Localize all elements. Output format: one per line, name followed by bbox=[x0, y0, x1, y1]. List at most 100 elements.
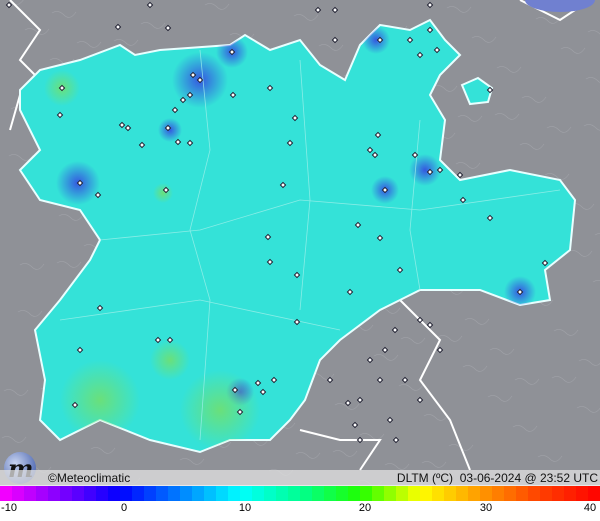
color-step bbox=[228, 486, 240, 501]
color-step bbox=[360, 486, 372, 501]
station-marker[interactable] bbox=[426, 26, 434, 34]
station-marker[interactable] bbox=[381, 186, 389, 194]
color-step bbox=[24, 486, 36, 501]
station-marker[interactable] bbox=[56, 111, 64, 119]
station-marker[interactable] bbox=[411, 151, 419, 159]
station-marker[interactable] bbox=[164, 124, 172, 132]
color-step bbox=[324, 486, 336, 501]
color-step bbox=[420, 486, 432, 501]
station-marker[interactable] bbox=[236, 408, 244, 416]
station-marker[interactable] bbox=[94, 191, 102, 199]
variable-label: DLTM (ºC) bbox=[396, 471, 454, 485]
station-marker[interactable] bbox=[354, 221, 362, 229]
station-marker[interactable] bbox=[162, 186, 170, 194]
station-marker[interactable] bbox=[179, 96, 187, 104]
station-marker[interactable] bbox=[541, 259, 549, 267]
station-marker[interactable] bbox=[376, 376, 384, 384]
station-marker[interactable] bbox=[401, 376, 409, 384]
station-marker[interactable] bbox=[186, 91, 194, 99]
color-step bbox=[144, 486, 156, 501]
station-marker[interactable] bbox=[71, 401, 79, 409]
station-marker[interactable] bbox=[228, 48, 236, 56]
station-marker[interactable] bbox=[293, 318, 301, 326]
station-marker[interactable] bbox=[166, 336, 174, 344]
color-step bbox=[84, 486, 96, 501]
station-marker[interactable] bbox=[146, 1, 154, 9]
border-line bbox=[399, 299, 471, 471]
station-marker[interactable] bbox=[426, 168, 434, 176]
station-marker[interactable] bbox=[164, 24, 172, 32]
station-marker[interactable] bbox=[351, 421, 359, 429]
station-marker[interactable] bbox=[231, 386, 239, 394]
station-marker[interactable] bbox=[436, 166, 444, 174]
station-marker[interactable] bbox=[189, 71, 197, 79]
station-marker[interactable] bbox=[366, 356, 374, 364]
station-marker[interactable] bbox=[406, 36, 414, 44]
station-marker[interactable] bbox=[386, 416, 394, 424]
station-marker[interactable] bbox=[486, 86, 494, 94]
station-marker[interactable] bbox=[264, 233, 272, 241]
station-marker[interactable] bbox=[314, 6, 322, 14]
station-marker[interactable] bbox=[154, 336, 162, 344]
region-enclave bbox=[460, 76, 494, 106]
station-marker[interactable] bbox=[416, 316, 424, 324]
station-marker[interactable] bbox=[344, 399, 352, 407]
station-marker[interactable] bbox=[376, 234, 384, 242]
station-marker[interactable] bbox=[426, 1, 434, 9]
station-marker[interactable] bbox=[124, 124, 132, 132]
station-marker[interactable] bbox=[196, 76, 204, 84]
color-step bbox=[468, 486, 480, 501]
station-marker[interactable] bbox=[456, 171, 464, 179]
variable-timestamp: DLTM (ºC) 03-06-2024 @ 23:52 UTC bbox=[397, 471, 598, 485]
station-marker[interactable] bbox=[376, 36, 384, 44]
station-marker[interactable] bbox=[392, 436, 400, 444]
station-marker[interactable] bbox=[171, 106, 179, 114]
station-marker[interactable] bbox=[391, 326, 399, 334]
station-marker[interactable] bbox=[356, 436, 364, 444]
station-marker[interactable] bbox=[346, 288, 354, 296]
station-marker[interactable] bbox=[416, 396, 424, 404]
station-marker[interactable] bbox=[259, 388, 267, 396]
station-marker[interactable] bbox=[371, 151, 379, 159]
station-marker[interactable] bbox=[270, 376, 278, 384]
station-marker[interactable] bbox=[286, 139, 294, 147]
station-marker[interactable] bbox=[96, 304, 104, 312]
station-marker[interactable] bbox=[436, 346, 444, 354]
station-marker[interactable] bbox=[293, 271, 301, 279]
station-marker[interactable] bbox=[366, 146, 374, 154]
station-marker[interactable] bbox=[381, 346, 389, 354]
station-marker[interactable] bbox=[326, 376, 334, 384]
station-marker[interactable] bbox=[486, 214, 494, 222]
color-step bbox=[588, 486, 600, 501]
station-marker[interactable] bbox=[516, 288, 524, 296]
station-marker[interactable] bbox=[266, 258, 274, 266]
station-marker[interactable] bbox=[76, 179, 84, 187]
station-marker[interactable] bbox=[76, 346, 84, 354]
station-marker[interactable] bbox=[433, 46, 441, 54]
station-marker[interactable] bbox=[114, 23, 122, 31]
station-marker[interactable] bbox=[356, 396, 364, 404]
station-marker[interactable] bbox=[229, 91, 237, 99]
color-step bbox=[444, 486, 456, 501]
color-step bbox=[564, 486, 576, 501]
border-line bbox=[9, 0, 42, 131]
station-marker[interactable] bbox=[279, 181, 287, 189]
station-marker[interactable] bbox=[58, 84, 66, 92]
station-marker[interactable] bbox=[5, 1, 13, 9]
station-marker[interactable] bbox=[266, 84, 274, 92]
station-marker[interactable] bbox=[291, 114, 299, 122]
station-marker[interactable] bbox=[174, 138, 182, 146]
station-marker[interactable] bbox=[396, 266, 404, 274]
station-marker[interactable] bbox=[331, 36, 339, 44]
station-marker[interactable] bbox=[426, 321, 434, 329]
tick-label: 20 bbox=[358, 502, 372, 514]
station-marker[interactable] bbox=[138, 141, 146, 149]
station-marker[interactable] bbox=[118, 121, 126, 129]
station-marker[interactable] bbox=[374, 131, 382, 139]
station-marker[interactable] bbox=[186, 139, 194, 147]
station-marker[interactable] bbox=[459, 196, 467, 204]
station-marker[interactable] bbox=[416, 51, 424, 59]
station-marker[interactable] bbox=[254, 379, 262, 387]
station-marker[interactable] bbox=[331, 6, 339, 14]
